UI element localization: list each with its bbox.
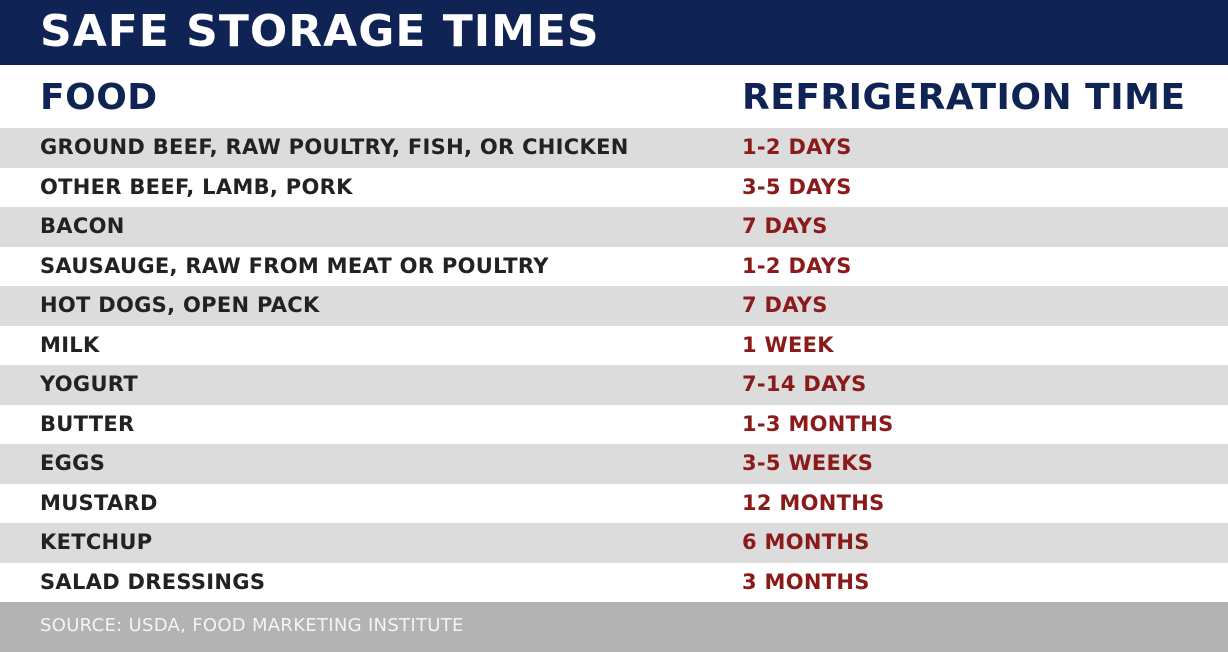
time-cell: 1-2 DAYS [742, 135, 852, 159]
source-footer: SOURCE: USDA, FOOD MARKETING INSTITUTE [0, 602, 1228, 652]
page-title: SAFE STORAGE TIMES [40, 6, 600, 57]
time-cell: 1-2 DAYS [742, 253, 852, 278]
table-header: FOOD REFRIGERATION TIME [0, 65, 1228, 128]
food-cell: OTHER BEEF, LAMB, PORK [40, 174, 353, 199]
time-cell: 12 MONTHS [742, 490, 885, 515]
food-cell: HOT DOGS, OPEN PACK [40, 293, 320, 317]
time-cell: 3 MONTHS [742, 569, 870, 594]
table-row: OTHER BEEF, LAMB, PORK 3-5 DAYS [0, 167, 1228, 207]
time-cell: 6 MONTHS [742, 530, 870, 554]
time-cell: 3-5 DAYS [742, 174, 852, 199]
time-cell: 3-5 WEEKS [742, 451, 874, 475]
table-row: SALAD DRESSINGS 3 MONTHS [0, 562, 1228, 602]
table-row: MILK 1 WEEK [0, 325, 1228, 365]
food-cell: SAUSAUGE, RAW FROM MEAT OR POULTRY [40, 253, 549, 278]
food-cell: MILK [40, 332, 100, 357]
time-cell: 1-3 MONTHS [742, 411, 894, 436]
table-row: YOGURT 7-14 DAYS [0, 365, 1228, 405]
table-row: BACON 7 DAYS [0, 207, 1228, 247]
food-cell: KETCHUP [40, 530, 153, 554]
table-row: GROUND BEEF, RAW POULTRY, FISH, OR CHICK… [0, 128, 1228, 168]
table-row: EGGS 3-5 WEEKS [0, 444, 1228, 484]
source-text: SOURCE: USDA, FOOD MARKETING INSTITUTE [40, 615, 464, 636]
food-cell: EGGS [40, 451, 106, 475]
food-cell: GROUND BEEF, RAW POULTRY, FISH, OR CHICK… [40, 135, 629, 159]
food-cell: BACON [40, 214, 125, 238]
table-row: KETCHUP 6 MONTHS [0, 523, 1228, 563]
food-cell: YOGURT [40, 372, 138, 396]
food-cell: BUTTER [40, 411, 135, 436]
food-cell: SALAD DRESSINGS [40, 569, 266, 594]
storage-table-body: GROUND BEEF, RAW POULTRY, FISH, OR CHICK… [0, 128, 1228, 602]
table-row: SAUSAUGE, RAW FROM MEAT OR POULTRY 1-2 D… [0, 246, 1228, 286]
table-row: MUSTARD 12 MONTHS [0, 483, 1228, 523]
food-column-header: FOOD [40, 77, 158, 118]
title-banner: SAFE STORAGE TIMES [0, 0, 1228, 65]
food-cell: MUSTARD [40, 490, 158, 515]
refrigeration-time-column-header: REFRIGERATION TIME [742, 77, 1186, 118]
table-row: HOT DOGS, OPEN PACK 7 DAYS [0, 286, 1228, 326]
table-row: BUTTER 1-3 MONTHS [0, 404, 1228, 444]
time-cell: 1 WEEK [742, 332, 834, 357]
time-cell: 7-14 DAYS [742, 372, 867, 396]
time-cell: 7 DAYS [742, 293, 828, 317]
time-cell: 7 DAYS [742, 214, 828, 238]
